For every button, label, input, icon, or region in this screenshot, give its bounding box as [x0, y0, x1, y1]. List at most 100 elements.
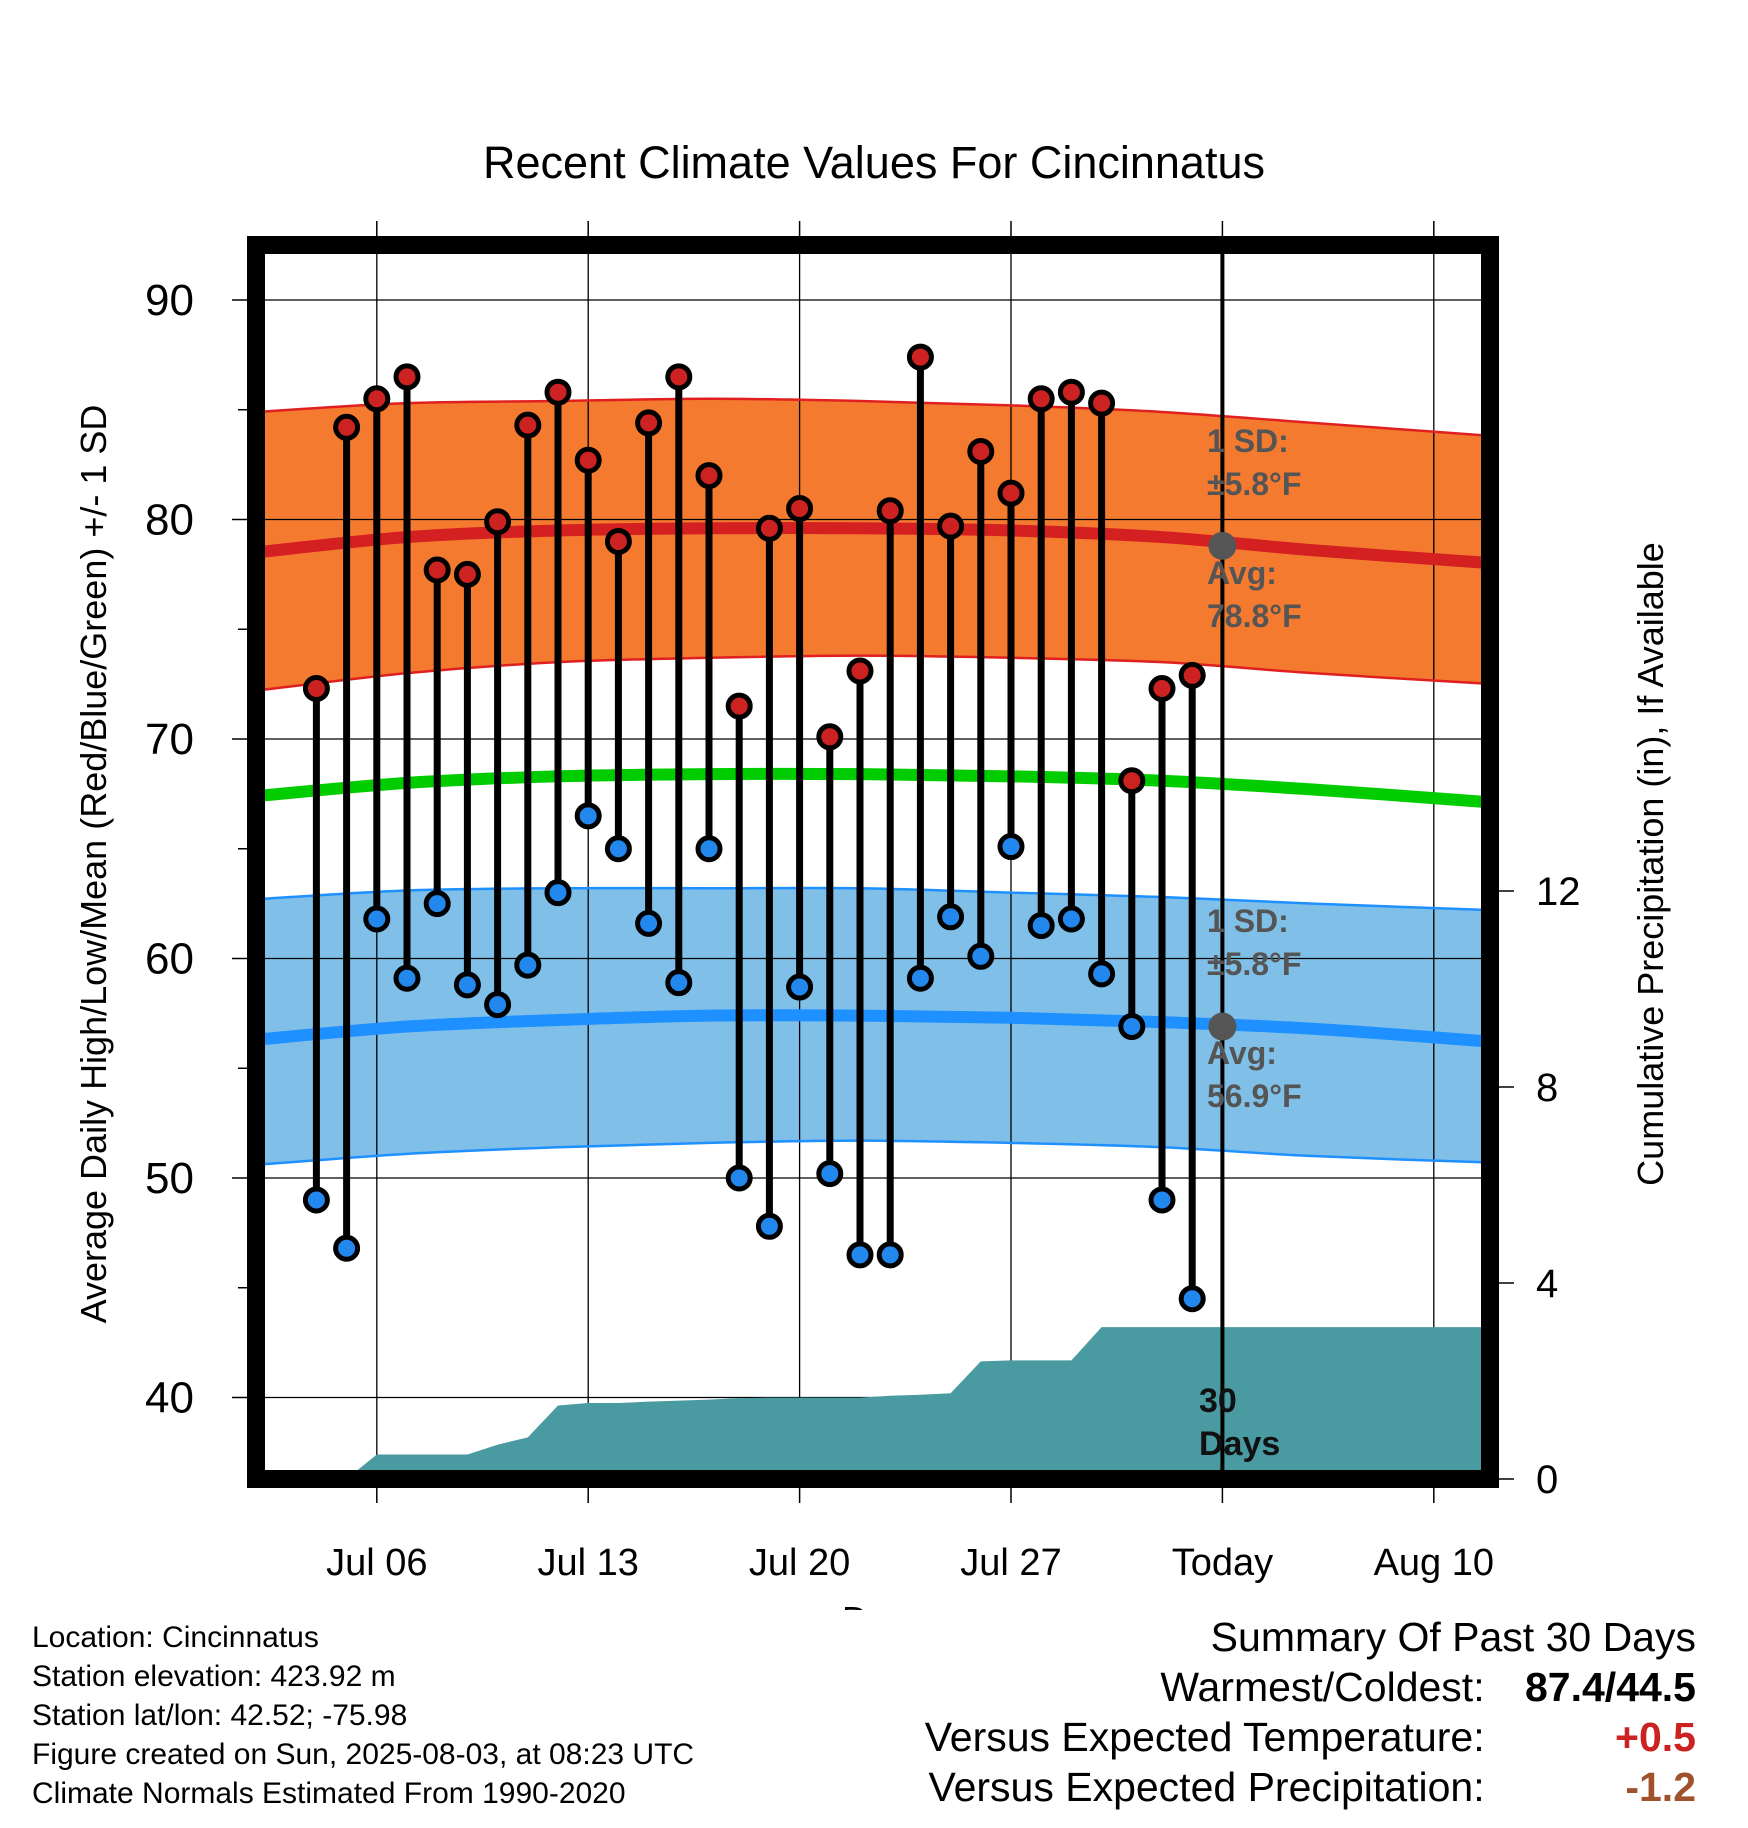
normals-text: Climate Normals Estimated From 1990-2020 — [32, 1777, 626, 1810]
axes: 40 50 60 70 80 90 0 4 8 12 Jul 06 Jul 13 Jul 20 Jul 2… — [145, 221, 1581, 1584]
daily-high-point — [846, 657, 874, 685]
plot-border — [247, 236, 1499, 1488]
y-axis-label: Average Daily High/Low/Mean (Red/Blue/Gr… — [73, 405, 114, 1324]
x-axis-label: Day — [842, 1599, 906, 1610]
days-label-number: 30 — [1199, 1382, 1237, 1420]
elevation-text: Station elevation: 423.92 m — [32, 1660, 396, 1693]
daily-low-point — [1118, 1013, 1146, 1041]
daily-low-point — [604, 835, 632, 863]
daily-low-point — [1027, 912, 1055, 940]
daily-low-point — [786, 973, 814, 1001]
daily-high-point — [1118, 767, 1146, 795]
station-info: Location: Cincinnatus Station elevation:… — [32, 1618, 694, 1813]
daily-low-point — [574, 802, 602, 830]
daily-low-point — [1057, 905, 1085, 933]
daily-low-point — [544, 879, 572, 907]
daily-high-point — [786, 495, 814, 523]
daily-observations — [302, 343, 1206, 1313]
y-tick-label: 60 — [145, 935, 194, 984]
daily-high-point — [544, 378, 572, 406]
daily-low-point — [1088, 960, 1116, 988]
y-tick-label: 70 — [145, 715, 194, 764]
precipitation-departure-label: Versus Expected Precipitation: — [928, 1764, 1485, 1810]
chart-title: Recent Climate Values For Cincinnatus — [483, 137, 1265, 188]
precipitation-departure-value: -1.2 — [1625, 1764, 1696, 1810]
today-marker — [1208, 245, 1237, 1479]
daily-low-point — [1148, 1186, 1176, 1214]
daily-high-point — [363, 385, 391, 413]
daily-high-point — [937, 512, 965, 540]
daily-low-point — [363, 905, 391, 933]
daily-high-point — [1057, 378, 1085, 406]
high-avg-value: 78.8°F — [1207, 598, 1302, 634]
daily-high-point — [514, 411, 542, 439]
daily-low-point — [816, 1160, 844, 1188]
low-avg-dot — [1208, 1012, 1237, 1041]
high-avg-label: Avg: — [1207, 555, 1277, 591]
daily-low-point — [635, 909, 663, 937]
high-sd-band — [256, 398, 1495, 691]
normal-high-1-sd-line — [255, 397, 1495, 438]
low-sd-value: ±5.8°F — [1207, 946, 1301, 982]
daily-high-point — [1178, 661, 1206, 689]
low-sd-label: 1 SD: — [1207, 903, 1289, 939]
daily-low-point — [937, 903, 965, 931]
daily-low-point — [333, 1234, 361, 1262]
daily-high-point — [876, 497, 904, 525]
temperature-departure-row: Versus Expected Temperature: +0.5 — [925, 1712, 1696, 1762]
daily-low-point — [423, 890, 451, 918]
daily-high-point — [665, 363, 693, 391]
daily-high-point — [725, 692, 753, 720]
daily-low-point — [453, 971, 481, 999]
daily-low-point — [302, 1186, 330, 1214]
daily-low-point — [1178, 1285, 1206, 1313]
daily-high-point — [967, 437, 995, 465]
daily-low-point — [876, 1241, 904, 1269]
daily-high-point — [816, 723, 844, 751]
y-tick-label: 90 — [145, 276, 194, 325]
high-sd-value: ±5.8°F — [1207, 466, 1301, 502]
y2-tick-label: 12 — [1536, 870, 1581, 914]
y-tick-label: 40 — [145, 1374, 194, 1423]
warmest-coldest-value: 87.4/44.5 — [1525, 1664, 1696, 1710]
x-tick-label: Aug 10 — [1374, 1542, 1494, 1584]
daily-high-point — [906, 343, 934, 371]
daily-low-point — [755, 1212, 783, 1240]
warmest-coldest-label: Warmest/Coldest: — [1160, 1664, 1485, 1710]
x-tick-label: Jul 20 — [749, 1542, 850, 1584]
warmest-coldest-row: Warmest/Coldest: 87.4/44.5 — [925, 1662, 1696, 1712]
daily-low-point — [393, 964, 421, 992]
precipitation-area — [346, 1327, 1495, 1479]
summary-panel: Summary Of Past 30 Days Warmest/Coldest:… — [925, 1612, 1696, 1812]
created-text: Figure created on Sun, 2025-08-03, at 08… — [32, 1738, 695, 1771]
daily-high-point — [635, 409, 663, 437]
sd-bands — [256, 398, 1495, 1165]
x-tick-label: Jul 27 — [960, 1542, 1061, 1584]
y-tick-label: 80 — [145, 496, 194, 545]
daily-low-point — [846, 1241, 874, 1269]
daily-low-point — [725, 1164, 753, 1192]
daily-high-point — [1027, 385, 1055, 413]
daily-high-point — [453, 560, 481, 588]
daily-high-point — [604, 527, 632, 555]
location-text: Location: Cincinnatus — [32, 1621, 319, 1654]
normal-high-line — [255, 522, 1495, 570]
climate-chart: Recent Climate Values For Cincinnatus 1 … — [73, 137, 1671, 1610]
y2-axis-label: Cumulative Precipitation (in), If Availa… — [1630, 542, 1671, 1186]
daily-high-point — [574, 446, 602, 474]
daily-low-point — [695, 835, 723, 863]
daily-low-point — [997, 833, 1025, 861]
y2-tick-label: 4 — [1536, 1262, 1558, 1306]
annotations: 1 SD: ±5.8°F Avg: 78.8°F 1 SD: ±5.8°F Av… — [1199, 423, 1302, 1463]
temperature-departure-label: Versus Expected Temperature: — [924, 1714, 1485, 1760]
normal-mean-line — [255, 767, 1495, 809]
daily-high-point — [423, 556, 451, 584]
daily-low-point — [484, 991, 512, 1019]
low-sd-band — [256, 887, 1495, 1165]
x-tick-label: Jul 13 — [537, 1542, 638, 1584]
high-sd-label: 1 SD: — [1207, 423, 1289, 459]
x-tick-label: Jul 06 — [326, 1542, 427, 1584]
daily-low-point — [906, 964, 934, 992]
summary-title: Summary Of Past 30 Days — [1210, 1614, 1696, 1660]
daily-high-point — [695, 462, 723, 490]
